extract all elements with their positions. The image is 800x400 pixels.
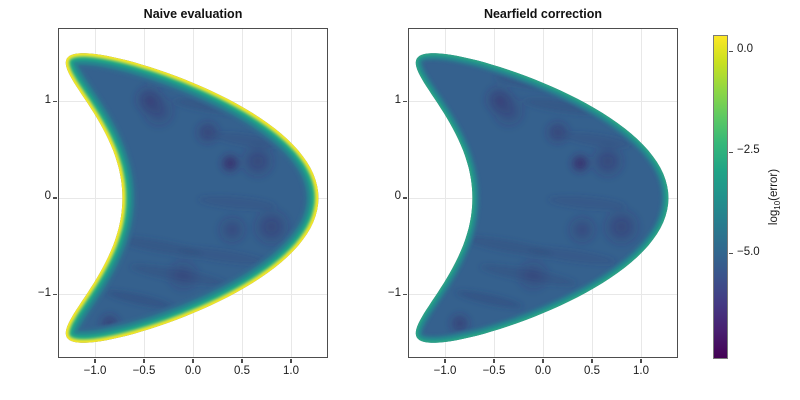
y-tick-label: 1 [44, 93, 51, 106]
y-tick-mark [53, 100, 57, 103]
colorbar-tick-label: −2.5 [737, 144, 760, 157]
panel-nearfield-correction: Nearfield correction −1.0 −0.5 0.0 0.5 1.0 1 0… [388, 7, 678, 377]
x-tick-mark [192, 359, 194, 363]
x-tick-label: 1.0 [283, 365, 299, 377]
y-tick-label: −1 [387, 286, 401, 299]
x-tick-label: −1.0 [83, 365, 107, 377]
y-tick-mark [53, 293, 57, 296]
x-tick-label: 1.0 [633, 365, 649, 377]
y-tick-label: −1 [37, 286, 51, 299]
kite-heatmap-nearfield [415, 53, 669, 343]
colorbar-tick-label: −5.0 [737, 245, 760, 258]
x-tick-mark [542, 359, 544, 363]
colorbar-gradient [713, 35, 728, 359]
colorbar-label-subscript: 10 [773, 200, 783, 210]
y-tick-label: 0 [44, 190, 51, 202]
axes-frame [58, 28, 328, 358]
x-tick-label: −0.5 [482, 365, 506, 377]
x-tick-mark [241, 359, 243, 363]
colorbar-tick-mark [729, 50, 733, 52]
x-tick-label: 0.5 [234, 365, 250, 377]
x-tick-mark [143, 359, 145, 363]
panel-title-nearfield: Nearfield correction [483, 7, 603, 21]
colorbar-label-prefix: log [767, 209, 780, 226]
x-tick-label: −1.0 [433, 365, 457, 377]
x-tick-mark [444, 359, 446, 363]
x-tick-label: 0.5 [584, 365, 600, 377]
y-tick-mark [403, 100, 407, 103]
gridline-vertical [444, 28, 446, 358]
x-tick-mark [591, 359, 593, 363]
colorbar-label-suffix: (error) [767, 168, 780, 201]
x-tick-mark [640, 359, 642, 363]
x-tick-label: −0.5 [132, 365, 156, 377]
gridline-vertical [94, 28, 96, 358]
x-tick-mark [493, 359, 495, 363]
colorbar-tick-label: 0.0 [737, 43, 753, 56]
panel-naive-evaluation: Naive evaluation −1.0 −0.5 0.0 0.5 1.0 1 0 −1 [38, 7, 328, 377]
plot-area-nearfield: −1.0 −0.5 0.0 0.5 1.0 1 0 −1 [388, 28, 678, 377]
axes-frame [408, 28, 678, 358]
x-tick-label: 0.0 [535, 365, 551, 377]
colorbar-label: log10(error) [768, 169, 782, 225]
y-tick-mark [403, 293, 407, 296]
colorbar-tick-mark [729, 151, 733, 154]
x-tick-mark [94, 359, 96, 363]
colorbar-tick-mark [729, 253, 733, 255]
y-tick-mark [53, 197, 57, 199]
x-tick-label: 0.0 [185, 365, 201, 377]
y-tick-label: 1 [394, 93, 401, 106]
y-tick-label: 0 [394, 190, 401, 202]
panel-title-naive: Naive evaluation [143, 7, 243, 21]
x-tick-mark [290, 359, 292, 363]
plot-area-naive: −1.0 −0.5 0.0 0.5 1.0 1 0 −1 [38, 28, 328, 377]
kite-heatmap-naive [65, 53, 319, 343]
y-tick-mark [403, 197, 407, 199]
